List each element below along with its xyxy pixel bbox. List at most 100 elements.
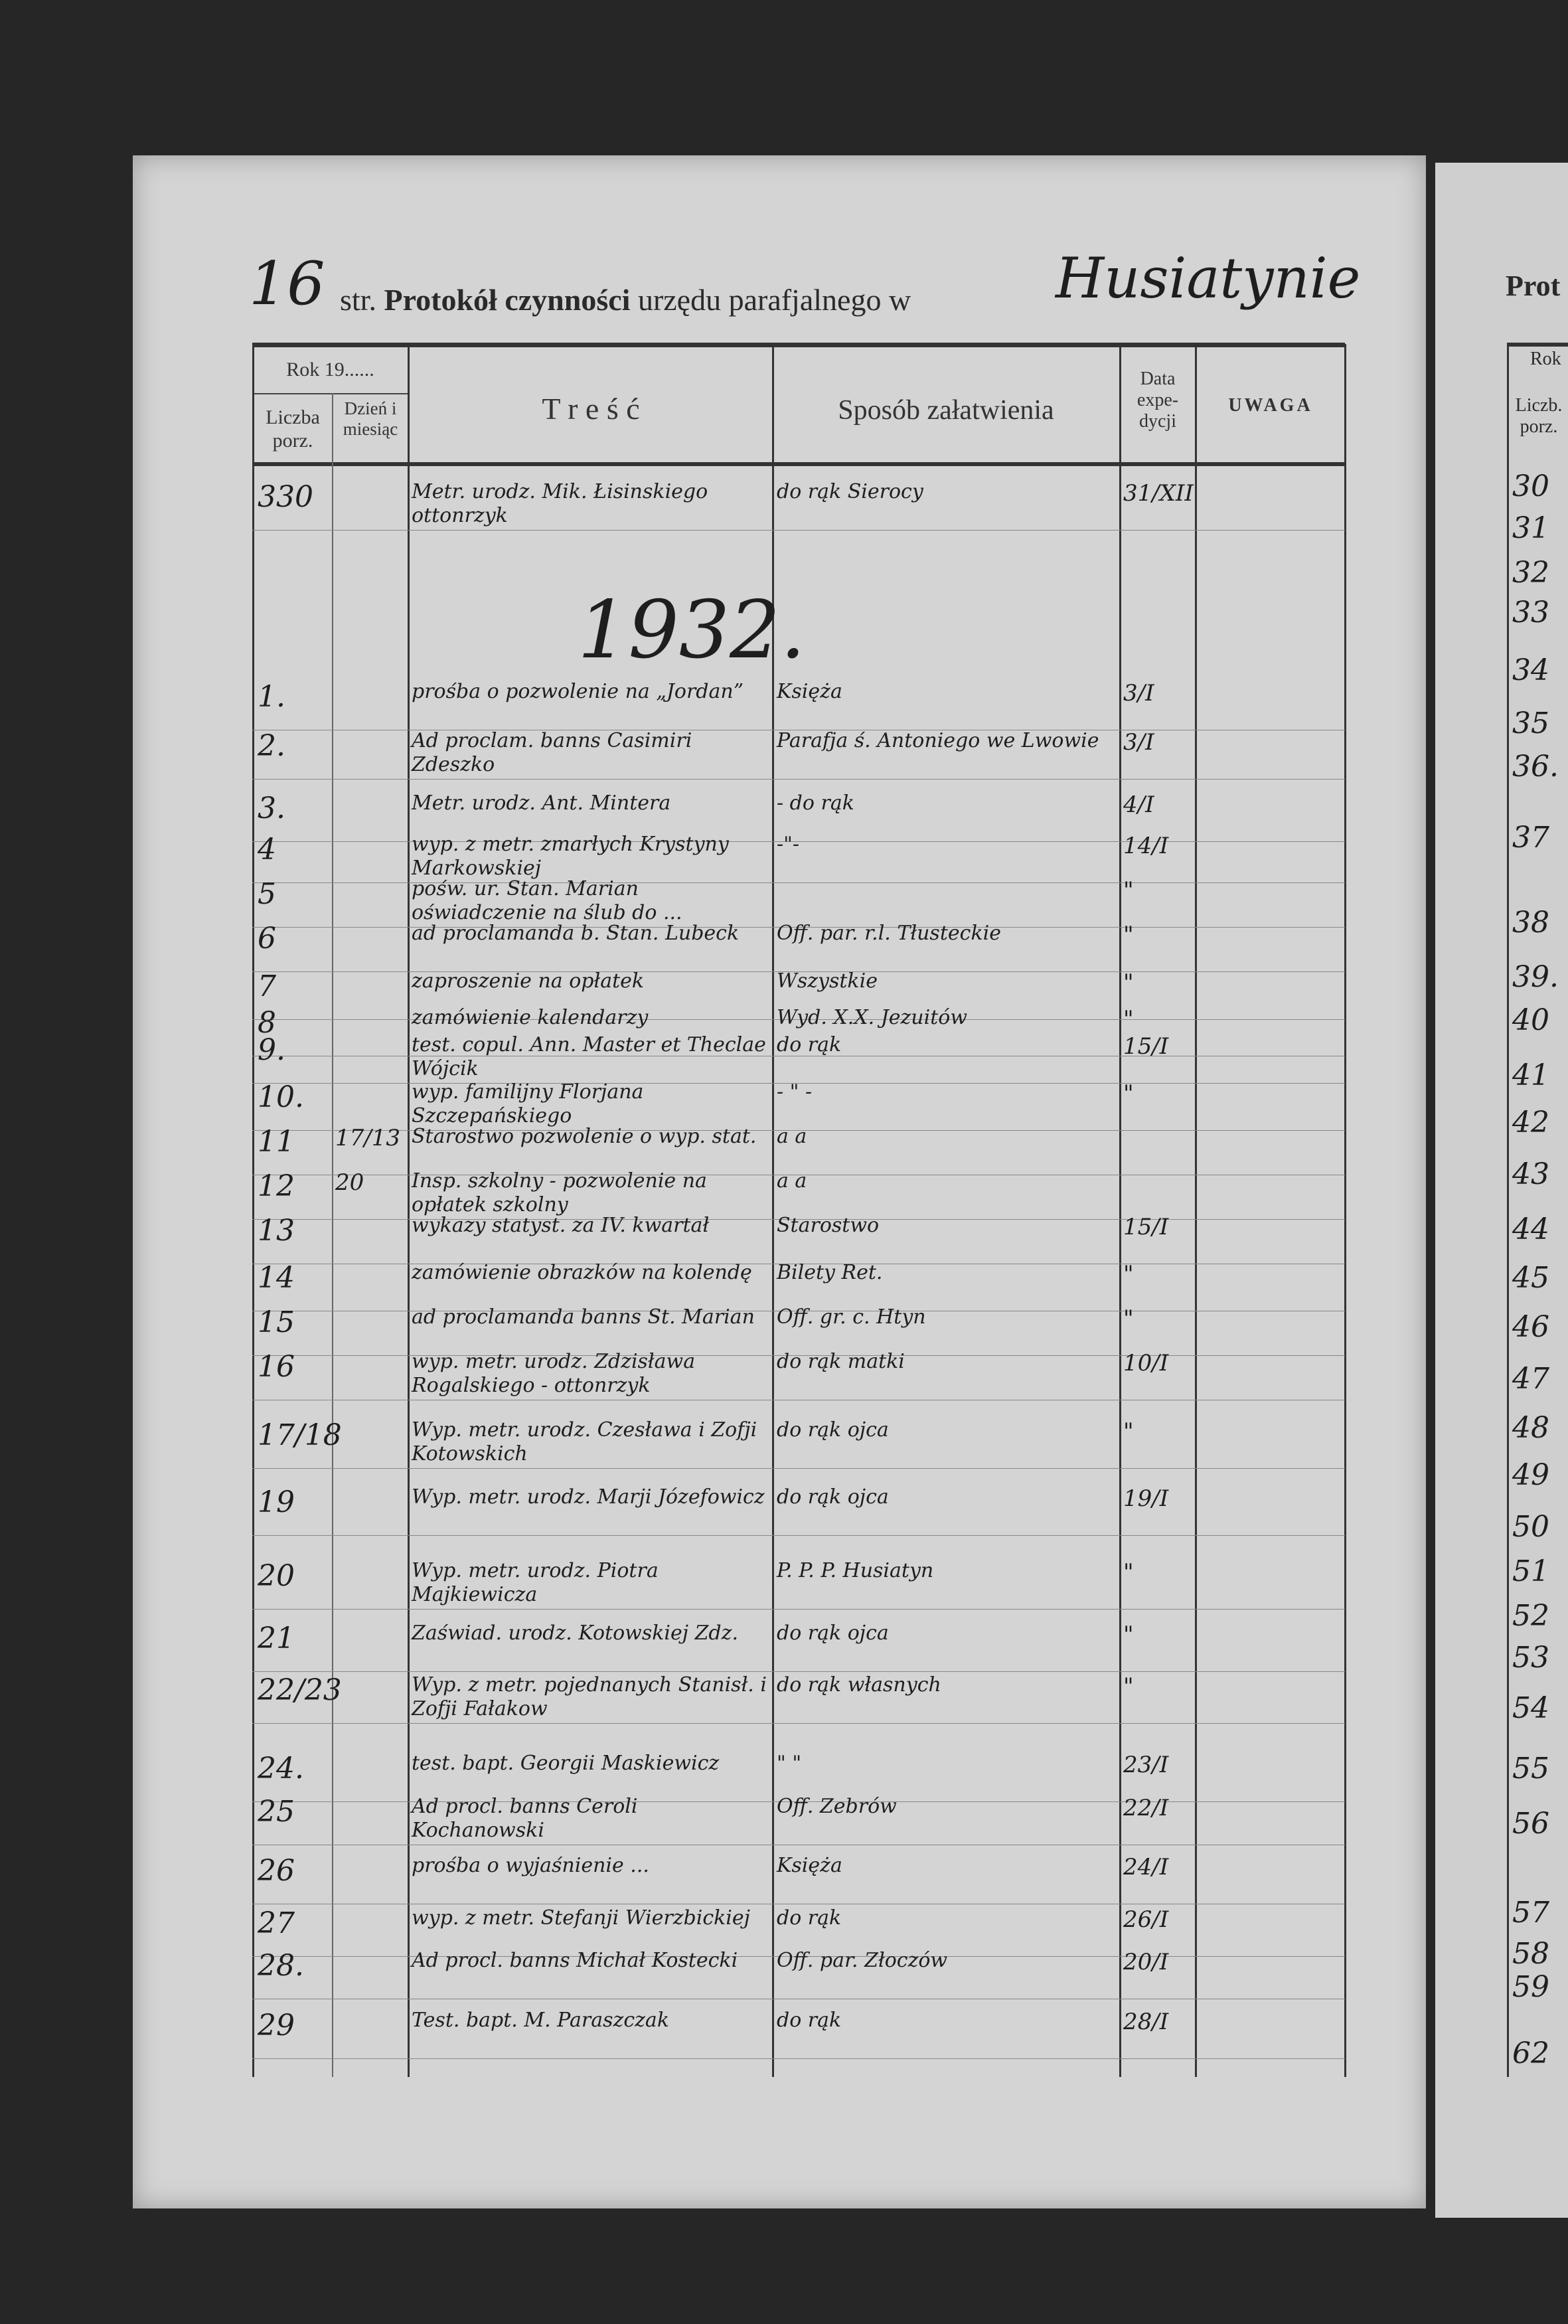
next-page-number: 49 [1512,1458,1549,1493]
entry-resolution: Księża [777,1854,842,1878]
entry-day: 20 [335,1169,364,1196]
next-page-number: 47 [1512,1362,1549,1396]
entry-number: 330 [258,479,313,514]
entry-resolution: do rąk [777,2008,842,2032]
entry-content: Wyp. z metr. pojednanych Stanisł. i Zofj… [412,1673,767,1721]
row-rule [252,882,1345,884]
entry-number: 27 [258,1906,295,1940]
entry-date: " [1123,877,1134,904]
entry-resolution: Off. par. r.l. Tłusteckie [777,922,1001,946]
entry-resolution: Bilety Ret. [777,1261,883,1285]
entry-date: " [1123,1673,1134,1701]
row-rule [252,2058,1345,2059]
title-rest: urzędu parafjalnego w [637,283,911,317]
row-rule [252,1535,1345,1536]
entry-number: 12 [258,1169,295,1203]
entry-content: wykazy statyst. za IV. kwartał [412,1213,710,1237]
entry-number: 3. [258,791,285,825]
row-rule [252,1355,1345,1357]
next-page-number: 56 [1512,1806,1549,1841]
entry-content: Ad procl. banns Ceroli Kochanowski [412,1795,638,1843]
entry-content: Insp. szkolny - pozwolenie na opłatek sz… [412,1169,707,1216]
entry-resolution: do rąk Sierocy [777,479,923,503]
entry-number: 2. [258,728,285,763]
row-rule [252,1609,1345,1610]
next-page-number: 59 [1512,1969,1549,2004]
row-rule [252,971,1345,973]
page-number: 16 [249,249,325,319]
row-rule [252,529,1345,531]
entry-date: 22/I [1123,1795,1169,1822]
row-rule [252,1468,1345,1469]
entry-number: 10. [258,1080,304,1115]
entry-resolution: Parafja ś. Antoniego we Lwowie [777,728,1099,752]
entry-content: zaproszenie na opłatek [412,969,645,993]
page-title: str. Protokół czynności urzędu parafjaln… [340,282,911,317]
next-page-number: 51 [1512,1554,1549,1589]
entry-date: 23/I [1123,1752,1169,1779]
entry-content: Metr. urodz. Ant. Mintera [412,791,671,815]
next-page-number: 43 [1512,1157,1549,1192]
col-rok: Rok 19...... [286,359,374,380]
right-page [1435,163,1568,2218]
entry-content: Zaświad. urodz. Kotowskiej Zdz. [412,1621,738,1645]
col-liczba: Liczba porz. [266,406,320,452]
entry-content: test. bapt. Georgii Maskiewicz [412,1752,720,1776]
entry-content: ad proclamanda b. Stan. Lubeck [412,922,740,946]
entry-number: 24. [258,1752,304,1786]
col-sposob: Sposób załatwienia [838,395,1054,426]
entry-date: 24/I [1123,1854,1169,1881]
entry-number: 11 [258,1125,295,1159]
entry-resolution: Wszystkie [777,969,878,993]
next-page-number: 45 [1512,1261,1549,1295]
entry-date: 28/I [1123,2008,1169,2035]
entry-number: 25 [258,1795,295,1829]
entry-date: " [1123,1080,1134,1108]
entry-date: " [1123,1559,1134,1586]
next-page-number: 52 [1512,1599,1549,1633]
entry-number: 6 [258,922,276,956]
entry-content: test. copul. Ann. Master et Theclae Wójc… [412,1033,766,1080]
entry-number: 16 [258,1350,295,1384]
entry-number: 20 [258,1559,295,1594]
row-rule [252,927,1345,928]
entry-content: zamówienie kalendarzy [412,1006,649,1030]
next-page-number: 58 [1512,1937,1549,1971]
entry-date: " [1123,1418,1134,1446]
entry-date: 14/I [1123,833,1169,860]
entry-number: 21 [258,1621,295,1655]
entry-content: Ad proclam. banns Casimiri Zdeszko [412,728,692,776]
entry-number: 14 [258,1261,295,1295]
next-page-number: 35 [1512,706,1549,741]
entry-date: 20/I [1123,1949,1169,1976]
entry-date: 10/I [1123,1350,1169,1377]
entry-number: 9. [258,1033,285,1067]
entry-content: wyp. z metr. zmarłych Krystyny Markowski… [412,833,729,880]
next-page-title: Prot [1506,270,1561,302]
entry-content: ad proclamanda banns St. Marian [412,1305,755,1329]
next-page-number: 37 [1512,821,1549,855]
next-page-number: 57 [1512,1895,1549,1930]
next-page-number: 38 [1512,905,1549,940]
row-rule [252,841,1345,842]
next-page-number: 39. [1512,960,1559,995]
entry-content: Starostwo pozwolenie o wyp. stat. [412,1125,757,1149]
title-prefix: str. [340,283,376,317]
entry-content: prośba o pozwolenie na „Jordan” [412,680,744,704]
next-page-number: 34 [1512,653,1549,688]
entry-resolution: Off. gr. c. Htyn [777,1305,926,1329]
entry-resolution: Księża [777,680,842,704]
row-rule [252,1019,1345,1020]
entry-date: " [1123,1261,1134,1288]
entry-date: 19/I [1123,1485,1169,1512]
row-rule [252,1219,1345,1220]
entry-resolution: do rąk [777,1906,842,1930]
entry-resolution: do rąk ojca [777,1621,889,1645]
next-page-number: 54 [1512,1691,1549,1725]
entry-resolution: do rąk matki [777,1350,905,1374]
next-page-number: 62 [1512,2036,1549,2070]
entry-resolution: do rąk ojca [777,1485,889,1509]
entry-date: 26/I [1123,1906,1169,1933]
entry-date: 31/XII [1123,479,1194,507]
entry-resolution: a a [777,1169,807,1193]
